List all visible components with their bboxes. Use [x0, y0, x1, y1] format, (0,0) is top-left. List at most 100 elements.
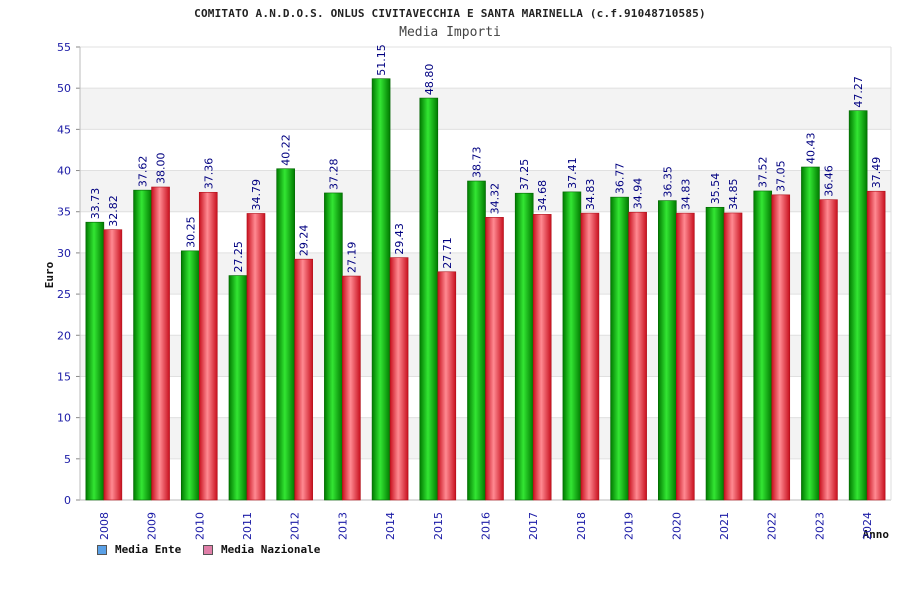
- data-label-media-nazionale-2008: 32.82: [107, 195, 120, 226]
- x-tick-label-2018: 2018: [575, 512, 588, 540]
- data-label-media-nazionale-2012: 29.24: [298, 225, 311, 257]
- bar-media-nazionale-2015: [438, 272, 456, 500]
- x-tick-label-2020: 2020: [670, 512, 683, 540]
- x-tick-label-2016: 2016: [480, 512, 493, 540]
- x-tick-label-2022: 2022: [766, 512, 779, 540]
- data-label-media-ente-2014: 51.15: [375, 44, 388, 76]
- x-tick-label-2017: 2017: [527, 512, 540, 540]
- data-label-media-ente-2009: 37.62: [137, 156, 150, 188]
- bar-media-ente-2023: [801, 167, 819, 500]
- bar-media-nazionale-2019: [629, 212, 647, 500]
- bar-media-nazionale-2011: [247, 213, 265, 500]
- bar-media-ente-2011: [229, 276, 247, 500]
- data-label-media-ente-2019: 36.77: [614, 163, 627, 195]
- data-label-media-ente-2015: 48.80: [423, 64, 436, 96]
- y-tick-label: 55: [57, 41, 71, 54]
- x-tick-label-2024: 2024: [861, 512, 874, 540]
- x-tick-label-2014: 2014: [384, 512, 397, 540]
- y-tick-label: 15: [57, 370, 71, 383]
- bar-media-ente-2016: [468, 181, 486, 500]
- y-tick-label: 25: [57, 288, 71, 301]
- data-label-media-ente-2017: 37.25: [518, 159, 531, 191]
- y-tick-label: 10: [57, 412, 71, 425]
- data-label-media-nazionale-2019: 34.94: [632, 178, 645, 210]
- bar-media-ente-2017: [515, 193, 533, 500]
- legend-label-media-ente: Media Ente: [115, 543, 181, 556]
- y-tick-label: 50: [57, 82, 71, 95]
- legend-label-media-nazionale: Media Nazionale: [221, 543, 320, 556]
- x-tick-label-2012: 2012: [289, 512, 302, 540]
- x-tick-label-2013: 2013: [336, 512, 349, 540]
- data-label-media-ente-2024: 47.27: [852, 76, 865, 108]
- data-label-media-nazionale-2010: 37.36: [202, 158, 215, 190]
- data-label-media-ente-2008: 33.73: [89, 188, 102, 219]
- bar-media-ente-2015: [420, 98, 438, 500]
- grid-band: [80, 88, 891, 129]
- bar-media-nazionale-2016: [486, 217, 504, 500]
- data-label-media-ente-2011: 27.25: [232, 241, 245, 273]
- x-tick-label-2009: 2009: [146, 512, 159, 540]
- x-tick-label-2019: 2019: [623, 512, 636, 540]
- bar-media-nazionale-2024: [867, 191, 885, 500]
- y-tick-label: 5: [64, 453, 71, 466]
- x-tick-label-2008: 2008: [98, 512, 111, 540]
- data-label-media-nazionale-2022: 37.05: [775, 160, 788, 192]
- x-tick-label-2021: 2021: [718, 512, 731, 540]
- y-tick-label: 45: [57, 123, 71, 136]
- data-label-media-nazionale-2014: 29.43: [393, 223, 406, 255]
- y-axis-label: Euro: [43, 261, 56, 288]
- y-tick-label: 40: [57, 165, 71, 178]
- data-label-media-ente-2021: 35.54: [709, 173, 722, 205]
- data-label-media-ente-2022: 37.52: [757, 156, 770, 188]
- bar-media-ente-2014: [372, 79, 390, 500]
- bar-media-nazionale-2021: [724, 213, 742, 500]
- y-tick-label: 20: [57, 329, 71, 342]
- data-label-media-nazionale-2020: 34.83: [679, 179, 692, 211]
- data-label-media-nazionale-2023: 36.46: [822, 165, 835, 197]
- data-label-media-nazionale-2018: 34.83: [584, 179, 597, 211]
- bar-media-ente-2020: [658, 201, 676, 500]
- y-tick-label: 30: [57, 247, 71, 260]
- legend-item-media-ente: Media Ente: [97, 543, 181, 556]
- bar-media-ente-2021: [706, 207, 724, 500]
- data-label-media-ente-2013: 37.28: [327, 158, 340, 190]
- data-label-media-nazionale-2015: 27.71: [441, 237, 454, 269]
- legend-swatch-media-nazionale: [203, 545, 213, 555]
- bar-media-nazionale-2017: [533, 214, 551, 500]
- bar-media-nazionale-2014: [390, 258, 408, 500]
- bar-media-ente-2019: [611, 197, 629, 500]
- bar-media-ente-2022: [754, 191, 772, 500]
- data-label-media-nazionale-2011: 34.79: [250, 179, 263, 211]
- y-tick-label: 35: [57, 206, 71, 219]
- x-tick-label-2010: 2010: [193, 512, 206, 540]
- bar-media-nazionale-2010: [199, 192, 217, 500]
- legend-item-media-nazionale: Media Nazionale: [203, 543, 320, 556]
- bar-media-nazionale-2018: [581, 213, 599, 500]
- bar-media-ente-2013: [324, 193, 342, 500]
- data-label-media-ente-2010: 30.25: [184, 216, 197, 248]
- data-label-media-nazionale-2009: 38.00: [155, 153, 168, 185]
- data-label-media-nazionale-2017: 34.68: [536, 180, 549, 212]
- bar-media-ente-2010: [181, 251, 199, 500]
- bar-media-nazionale-2008: [104, 230, 122, 500]
- data-label-media-ente-2012: 40.22: [280, 134, 293, 166]
- y-tick-label: 0: [64, 494, 71, 507]
- bar-media-ente-2008: [86, 222, 104, 500]
- data-label-media-nazionale-2021: 34.85: [727, 178, 740, 210]
- data-label-media-nazionale-2024: 37.49: [870, 157, 883, 189]
- x-tick-label-2011: 2011: [241, 512, 254, 540]
- data-label-media-ente-2016: 38.73: [471, 147, 484, 179]
- x-tick-label-2023: 2023: [813, 512, 826, 540]
- bar-media-ente-2024: [849, 111, 867, 500]
- bar-media-nazionale-2013: [342, 276, 360, 500]
- data-label-media-nazionale-2016: 34.32: [489, 183, 502, 215]
- bar-media-nazionale-2022: [772, 195, 790, 500]
- data-label-media-nazionale-2013: 27.19: [345, 242, 358, 274]
- bar-media-ente-2012: [277, 169, 295, 500]
- bar-media-ente-2009: [134, 190, 152, 500]
- legend-swatch-media-ente: [97, 545, 107, 555]
- bar-media-nazionale-2009: [152, 187, 170, 500]
- data-label-media-ente-2023: 40.43: [804, 133, 817, 165]
- bar-media-ente-2018: [563, 192, 581, 500]
